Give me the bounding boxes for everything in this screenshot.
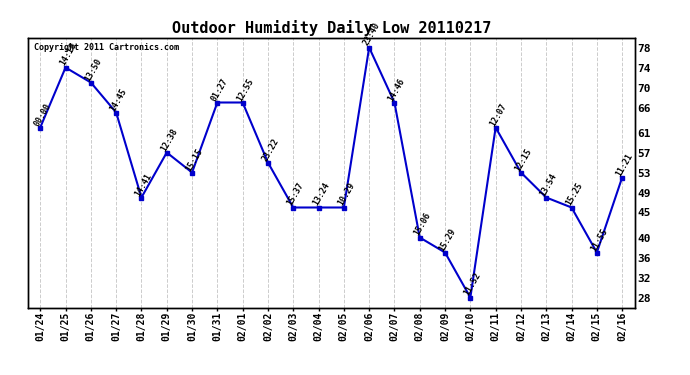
Text: 12:38: 12:38 [159, 126, 179, 153]
Text: Copyright 2011 Cartronics.com: Copyright 2011 Cartronics.com [34, 43, 179, 52]
Text: 12:07: 12:07 [488, 101, 508, 128]
Text: 10:29: 10:29 [336, 182, 356, 207]
Text: 13:24: 13:24 [310, 182, 331, 207]
Text: 15:29: 15:29 [437, 226, 457, 252]
Text: 15:25: 15:25 [564, 182, 584, 207]
Text: 12:15: 12:15 [513, 146, 533, 172]
Text: 14:45: 14:45 [108, 86, 128, 112]
Text: 14:41: 14:41 [134, 171, 154, 198]
Text: 15:37: 15:37 [286, 182, 306, 207]
Text: 00:00: 00:00 [32, 101, 52, 128]
Text: 23:40: 23:40 [362, 21, 382, 48]
Title: Outdoor Humidity Daily Low 20110217: Outdoor Humidity Daily Low 20110217 [172, 20, 491, 36]
Text: 13:50: 13:50 [83, 56, 104, 82]
Text: 12:55: 12:55 [235, 76, 255, 102]
Text: 13:54: 13:54 [538, 171, 559, 198]
Text: 23:22: 23:22 [260, 136, 280, 162]
Text: 14:46: 14:46 [386, 76, 407, 102]
Text: 15:06: 15:06 [412, 211, 432, 237]
Text: 15:15: 15:15 [184, 146, 204, 172]
Text: 14:10: 14:10 [58, 41, 78, 68]
Text: 11:52: 11:52 [462, 272, 483, 297]
Text: 01:27: 01:27 [210, 76, 230, 102]
Text: 11:55: 11:55 [589, 226, 609, 252]
Text: 11:21: 11:21 [614, 152, 635, 177]
